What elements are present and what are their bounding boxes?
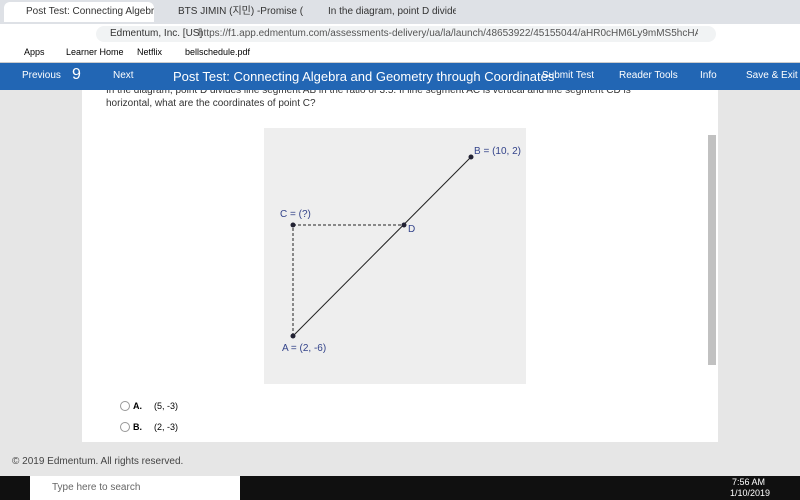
question-text: In the diagram, point D divides line seg…: [106, 90, 631, 109]
bookmark[interactable]: Learner Home: [66, 47, 124, 57]
bookmark[interactable]: Netflix: [137, 47, 163, 57]
url: https://f1.app.edmentum.com/assessments-…: [198, 28, 698, 39]
previous-button[interactable]: Previous: [22, 70, 61, 81]
point-label: A = (2, -6): [282, 343, 326, 354]
radio[interactable]: [120, 401, 130, 411]
segment-ab: [292, 156, 472, 337]
scrollbar[interactable]: [708, 135, 716, 365]
question-number[interactable]: 9: [72, 66, 81, 83]
omnibox[interactable]: [96, 26, 716, 42]
point-d: [401, 222, 407, 228]
footer: © 2019 Edmentum. All rights reserved.: [12, 456, 184, 467]
point-label: C = (?): [280, 209, 311, 220]
choice-letter[interactable]: A.: [133, 401, 142, 411]
tab[interactable]: BTS JIMIN (지민) -Promise (: [178, 6, 304, 17]
choice-text[interactable]: (5, -3): [154, 401, 179, 411]
point-label: D: [408, 224, 415, 235]
tab[interactable]: In the diagram, point D divides li: [328, 6, 456, 17]
toolbar: [0, 63, 800, 90]
next-button[interactable]: Next: [113, 70, 134, 81]
clock-date: 1/10/2019: [730, 488, 771, 498]
bookmark[interactable]: Apps: [24, 47, 45, 57]
site-name: Edmentum, Inc. [US]: [110, 28, 203, 39]
clock-time: 7:56 AM: [732, 477, 766, 487]
bookmarks-bar: [0, 44, 800, 63]
diagram-background: [264, 128, 526, 384]
test-title: Post Test: Connecting Algebra and Geomet…: [173, 69, 555, 84]
bookmark[interactable]: bellschedule.pdf: [185, 47, 251, 57]
submit-button[interactable]: Submit Test: [542, 70, 595, 81]
search-placeholder[interactable]: Type here to search: [52, 482, 141, 493]
diagram: B = (10, 2) C = (?) D A = (2, -6): [264, 128, 526, 384]
choice-text[interactable]: (2, -3): [154, 422, 179, 432]
point-label: B = (10, 2): [474, 146, 521, 157]
tab[interactable]: Post Test: Connecting Algebra an: [4, 2, 154, 22]
point-c: [290, 222, 296, 228]
save-exit-button[interactable]: Save & Exit: [746, 70, 798, 81]
content: In the diagram, point D divides line seg…: [82, 90, 718, 442]
point-b: [468, 154, 474, 160]
radio[interactable]: [120, 422, 130, 432]
point-a: [290, 333, 296, 339]
reader-tools-button[interactable]: Reader Tools: [619, 70, 678, 81]
search-box[interactable]: [30, 476, 240, 500]
info-button[interactable]: Info: [700, 70, 717, 81]
choice-letter[interactable]: B.: [133, 422, 142, 432]
